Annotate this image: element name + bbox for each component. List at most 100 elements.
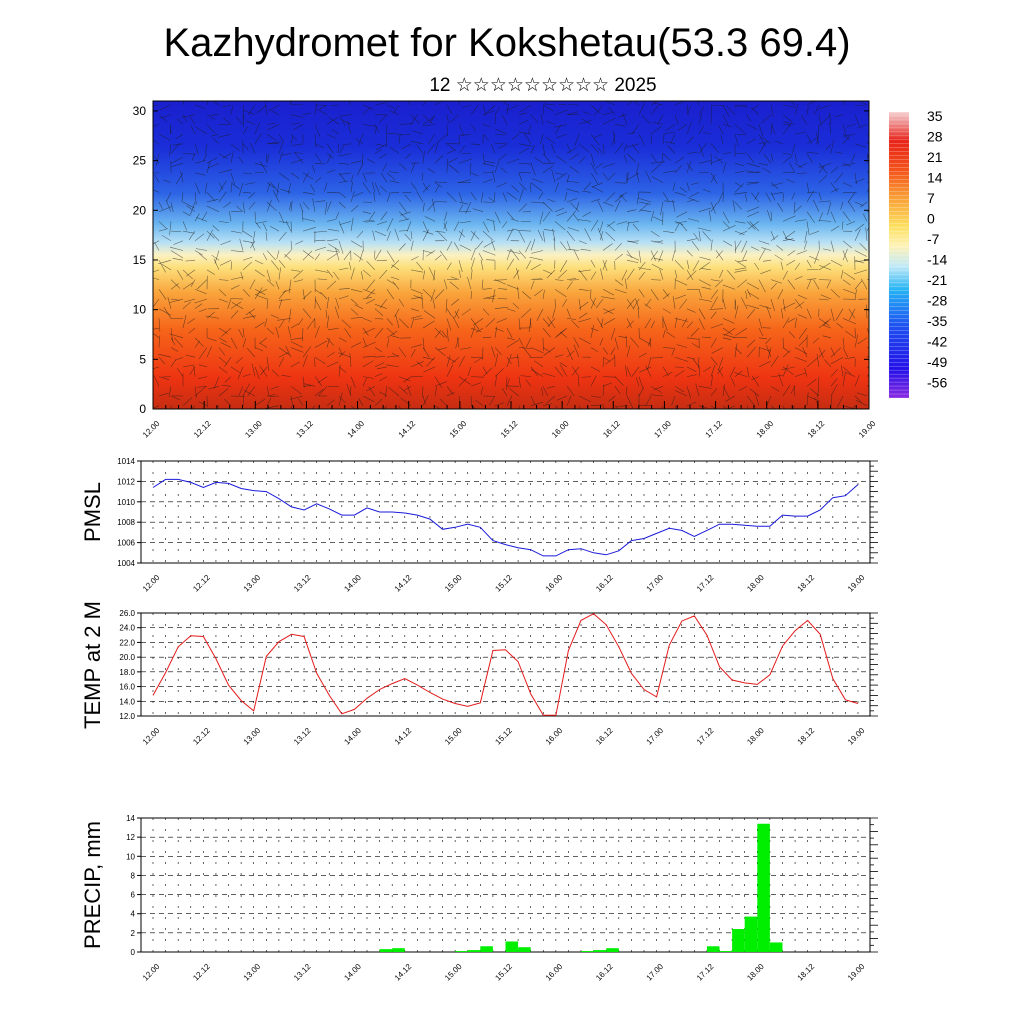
wind-barb	[293, 279, 304, 283]
colorbar-label: -56	[927, 375, 947, 391]
wind-barb	[749, 388, 760, 397]
wind-barb	[599, 221, 604, 232]
wind-barb	[698, 308, 706, 320]
wind-barb	[242, 172, 253, 175]
wind-barb	[854, 104, 866, 107]
wind-barb	[429, 114, 436, 123]
wind-barb	[386, 330, 398, 339]
wind-barb	[362, 182, 371, 194]
wind-barb	[247, 104, 256, 116]
wind-barb	[590, 172, 599, 185]
wind-barb	[653, 102, 664, 106]
wind-barb	[211, 101, 220, 106]
wind-barb	[501, 221, 508, 229]
wind-barb	[739, 230, 748, 235]
wind-barb	[856, 392, 868, 397]
wind-barb	[262, 253, 268, 261]
temp-panel: 12.014.016.018.020.022.024.026.012.00 12.…	[80, 601, 878, 746]
wind-barb	[470, 104, 479, 115]
wind-barb	[266, 182, 275, 189]
wind-barb	[266, 386, 270, 396]
wind-barb	[350, 317, 363, 319]
wind-barb	[823, 248, 832, 251]
wind-barb	[722, 284, 736, 290]
wind-barb	[529, 256, 544, 261]
wind-barb	[551, 143, 556, 154]
wind-barb	[436, 133, 448, 144]
wind-barb	[268, 108, 280, 115]
wind-barb	[388, 171, 400, 174]
wind-barb	[674, 101, 684, 106]
wind-barb	[167, 296, 172, 309]
y-axis-label: PRECIP, mm	[80, 821, 105, 949]
wind-barb	[645, 365, 652, 377]
y-tick-label: 5	[139, 352, 146, 366]
wind-barb	[445, 298, 448, 313]
wind-barb	[794, 301, 805, 309]
wind-barb	[374, 249, 382, 261]
wind-barb	[374, 327, 384, 338]
wind-barb	[255, 221, 268, 224]
wind-barb	[482, 133, 490, 141]
colorbar-label: 0	[927, 211, 935, 227]
wind-barb	[674, 370, 685, 377]
wind-barb	[658, 250, 664, 262]
wind-barb	[448, 164, 460, 174]
wind-barb	[194, 337, 204, 347]
wind-barb	[530, 163, 536, 176]
wind-barb	[254, 221, 261, 229]
wind-barb	[458, 230, 465, 238]
wind-barb	[797, 294, 808, 300]
wind-barb	[422, 356, 435, 360]
y-tick-label: 30	[133, 104, 147, 118]
wind-barb	[806, 357, 818, 368]
x-tick-label: 12.00	[141, 726, 162, 747]
wind-barb	[698, 106, 704, 115]
wind-barb	[350, 289, 363, 293]
wind-barb	[458, 377, 468, 387]
wind-barb	[185, 259, 196, 262]
wind-barb	[362, 355, 376, 358]
wind-barb	[242, 109, 256, 115]
wind-barb	[482, 395, 495, 397]
wind-barb	[594, 104, 604, 116]
wind-barb	[692, 358, 700, 368]
wind-barb	[278, 172, 290, 181]
wind-barb	[290, 101, 292, 106]
wind-barb	[784, 230, 796, 239]
wind-barb	[806, 308, 812, 319]
wind-barb	[358, 398, 364, 406]
wind-barb	[158, 221, 167, 229]
wind-barb	[738, 386, 748, 391]
wind-barb	[601, 296, 616, 300]
wind-barb	[687, 218, 700, 222]
wind-barb	[506, 284, 520, 290]
wind-barb	[444, 211, 448, 222]
wind-barb	[689, 192, 700, 198]
wind-barb	[626, 320, 635, 329]
wind-barb	[794, 205, 802, 212]
wind-barb	[493, 279, 508, 281]
wind-barb	[815, 132, 820, 144]
wind-barb	[326, 337, 335, 346]
wind-barb	[782, 366, 794, 375]
wind-barb	[198, 308, 208, 313]
wind-barb	[674, 165, 682, 174]
wind-barb	[590, 271, 597, 280]
wind-barb	[855, 400, 868, 406]
wind-barb	[733, 336, 748, 339]
wind-barb	[534, 360, 544, 368]
wind-barb	[776, 244, 784, 251]
wind-barb	[506, 104, 520, 111]
wind-barb	[176, 118, 184, 125]
wind-barb	[421, 294, 424, 309]
wind-barb	[614, 124, 626, 127]
wind-barb	[315, 108, 328, 115]
wind-barb	[416, 144, 424, 154]
wind-barb	[547, 316, 556, 329]
wind-barb	[566, 180, 580, 183]
wind-barb	[554, 289, 567, 298]
wind-barb	[566, 350, 575, 358]
wind-barb	[346, 383, 352, 397]
wind-barb	[314, 253, 321, 261]
